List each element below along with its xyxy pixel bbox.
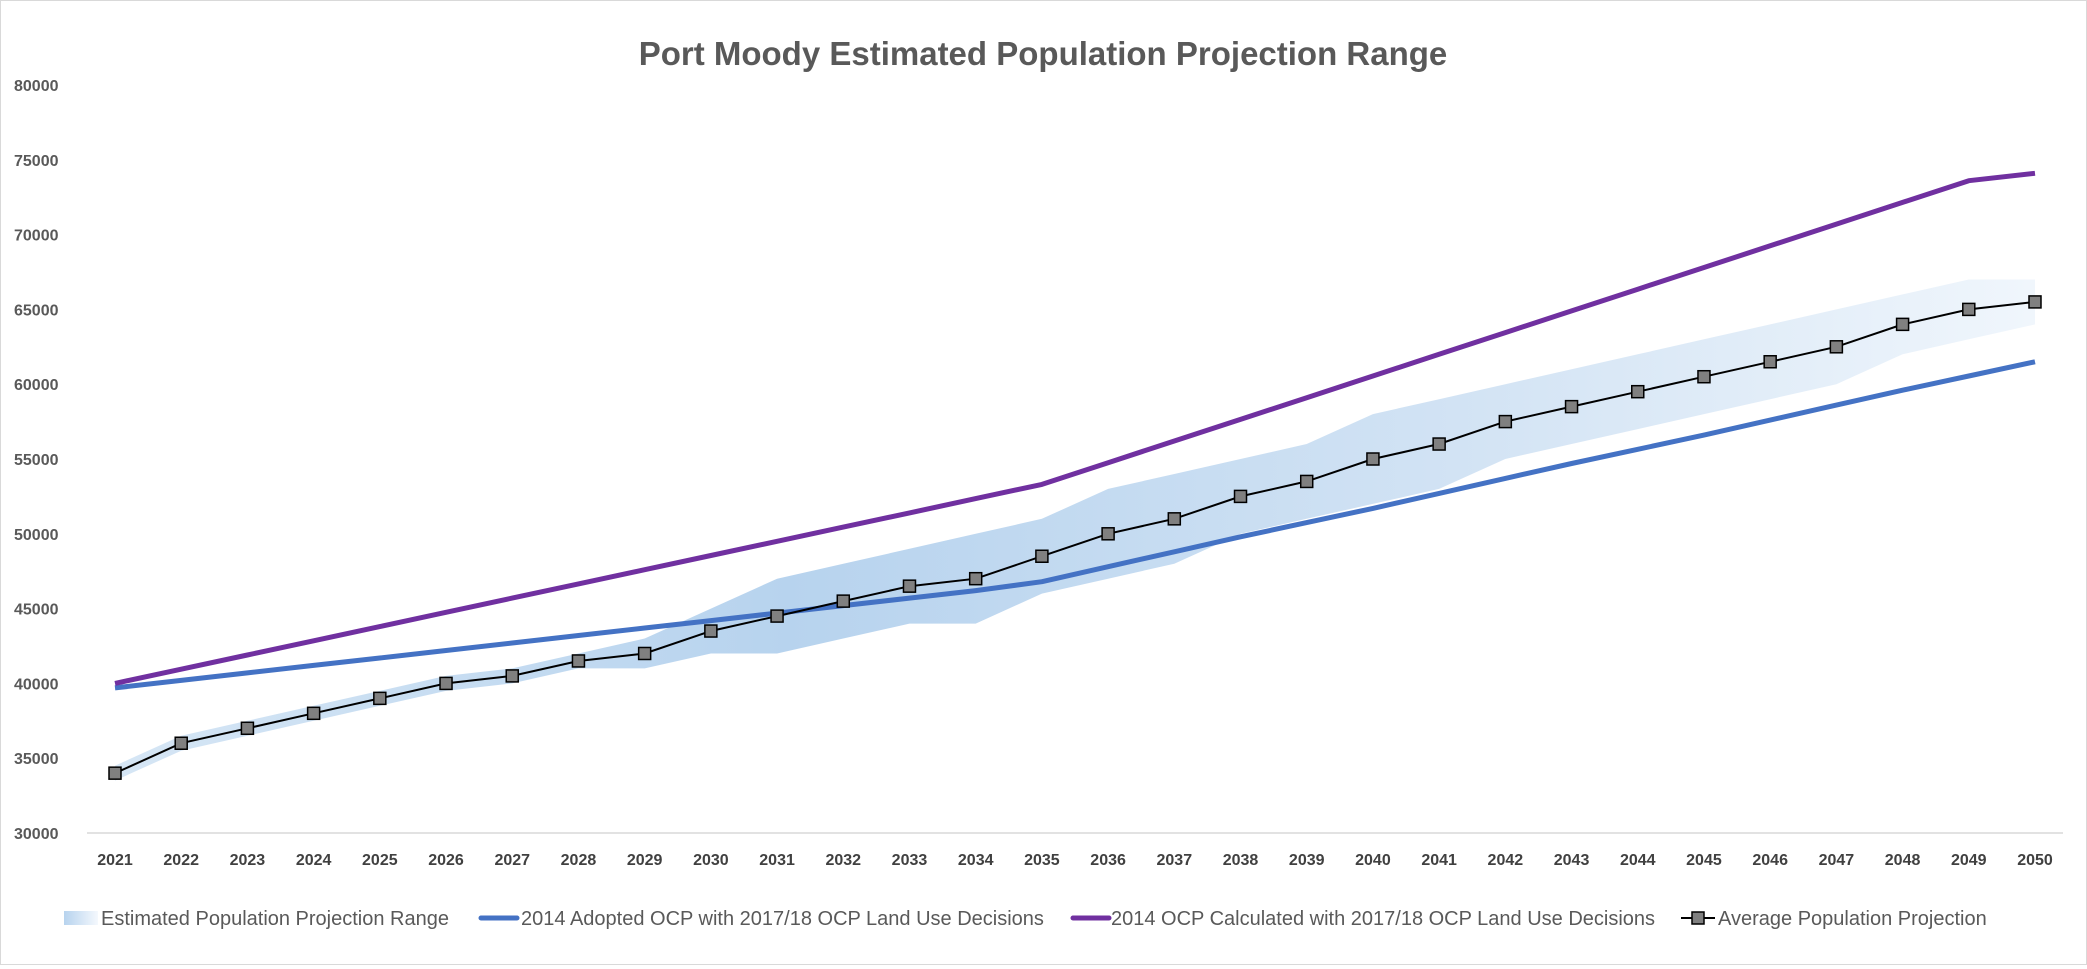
average-projection-marker <box>1962 302 1976 317</box>
average-projection-marker <box>108 766 122 780</box>
average-projection-marker <box>1233 489 1248 504</box>
average-projection-marker <box>1167 512 1182 526</box>
legend-label: 2014 Adopted OCP with 2017/18 OCP Land U… <box>521 908 1044 930</box>
x-tick-label: 2036 <box>1090 852 1126 869</box>
average-projection-marker <box>1366 452 1380 466</box>
x-tick-label: 2026 <box>428 852 464 869</box>
average-projection-marker <box>704 624 718 638</box>
average-projection-marker <box>1101 527 1115 541</box>
x-tick-label: 2049 <box>1951 852 1987 869</box>
projection-range-band <box>115 279 2035 781</box>
x-tick-label: 2028 <box>561 852 597 869</box>
average-projection-marker <box>306 706 321 721</box>
legend-label: 2014 OCP Calculated with 2017/18 OCP Lan… <box>1111 908 1655 930</box>
x-tick-label: 2040 <box>1355 852 1391 869</box>
average-projection-marker <box>1631 384 1645 399</box>
x-tick-label: 2046 <box>1752 852 1788 869</box>
legend: Estimated Population Projection Range 201… <box>64 908 1987 930</box>
legend-swatch-range <box>64 911 98 925</box>
average-projection-marker <box>1432 437 1446 451</box>
y-tick-label: 40000 <box>14 676 59 693</box>
average-projection-marker <box>174 736 188 750</box>
average-projection-marker <box>1697 369 1711 384</box>
y-tick-label: 75000 <box>14 153 59 170</box>
legend-swatch-marker <box>1691 911 1705 925</box>
x-tick-label: 2038 <box>1223 852 1259 869</box>
y-tick-label: 55000 <box>14 452 59 469</box>
average-projection-marker <box>373 691 387 706</box>
average-projection-marker <box>836 594 851 608</box>
y-tick-label: 65000 <box>14 302 59 319</box>
x-tick-label: 2029 <box>627 852 663 869</box>
x-tick-label: 2025 <box>362 852 398 869</box>
x-tick-label: 2034 <box>958 852 994 869</box>
x-tick-label: 2039 <box>1289 852 1325 869</box>
y-tick-label: 60000 <box>14 377 59 394</box>
x-tick-label: 2032 <box>825 852 861 869</box>
x-tick-label: 2021 <box>97 852 133 869</box>
average-projection-marker <box>1829 340 1844 354</box>
x-tick-label: 2022 <box>163 852 199 869</box>
average-projection-marker <box>571 654 586 668</box>
x-tick-label: 2042 <box>1488 852 1524 869</box>
y-tick-label: 80000 <box>14 78 59 95</box>
plot-area <box>108 170 2042 781</box>
y-tick-label: 50000 <box>14 527 59 544</box>
average-projection-marker <box>1498 414 1513 429</box>
average-projection-marker <box>1299 474 1314 489</box>
x-tick-label: 2044 <box>1620 852 1656 869</box>
chart-title: Port Moody Estimated Population Projecti… <box>639 35 1448 72</box>
average-projection-marker <box>637 646 652 661</box>
legend-label: Estimated Population Projection Range <box>101 908 449 930</box>
average-projection-marker <box>770 609 784 623</box>
x-tick-label: 2023 <box>230 852 266 869</box>
x-tick-label: 2043 <box>1554 852 1590 869</box>
y-tick-label: 35000 <box>14 751 59 768</box>
average-projection-line <box>114 300 2036 775</box>
x-tick-label: 2030 <box>693 852 729 869</box>
y-axis: 30000 35000 40000 45000 50000 55000 60000 65000… <box>14 78 59 843</box>
calculated-ocp-line <box>114 170 2036 686</box>
average-projection-marker <box>1895 317 1910 332</box>
x-tick-label: 2045 <box>1686 852 1722 869</box>
x-tick-label: 2024 <box>296 852 332 869</box>
average-projection-marker <box>2028 295 2042 309</box>
x-axis: 2021 2022 2023 2024 2025 2026 2027 2028 2029 2030… <box>87 832 2063 869</box>
x-tick-label: 2050 <box>2017 852 2053 869</box>
average-projection-marker <box>1035 549 1049 563</box>
x-tick-label: 2037 <box>1157 852 1193 869</box>
y-tick-label: 45000 <box>14 602 59 619</box>
x-tick-label: 2047 <box>1819 852 1855 869</box>
y-tick-label: 70000 <box>14 228 59 245</box>
average-projection-marker <box>1763 355 1777 369</box>
average-projection-marker <box>240 721 255 736</box>
legend-label: Average Population Projection <box>1718 908 1987 930</box>
x-tick-label: 2048 <box>1885 852 1921 869</box>
adopted-ocp-line <box>114 359 2036 691</box>
x-tick-label: 2035 <box>1024 852 1060 869</box>
average-projection-marker <box>968 571 983 586</box>
average-projection-marker <box>505 669 519 683</box>
x-tick-label: 2041 <box>1421 852 1457 869</box>
y-tick-label: 30000 <box>14 826 59 843</box>
x-tick-label: 2027 <box>494 852 530 869</box>
average-projection-marker <box>1564 399 1579 414</box>
x-tick-label: 2033 <box>892 852 928 869</box>
x-tick-label: 2031 <box>759 852 795 869</box>
average-projection-marker <box>439 676 453 691</box>
average-projection-marker <box>902 579 917 593</box>
